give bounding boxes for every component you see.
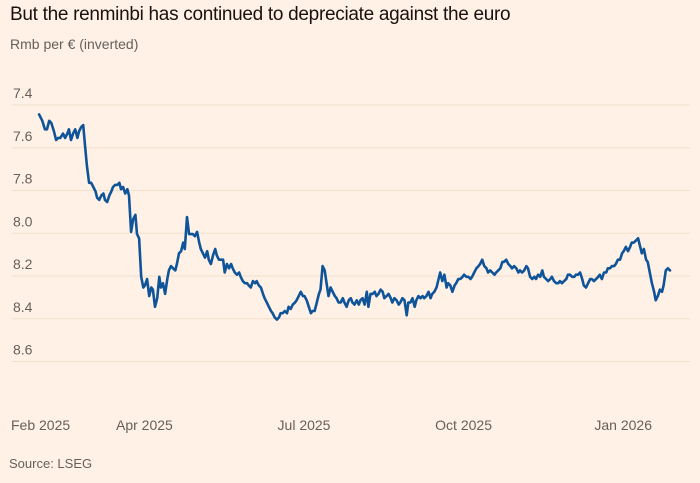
y-tick-label: 7.8 xyxy=(13,171,33,187)
y-tick-label: 7.6 xyxy=(13,128,33,144)
x-tick-label: Jul 2025 xyxy=(278,417,331,433)
series-line-rmb-per-euro xyxy=(37,113,672,321)
x-tick-label: Feb 2025 xyxy=(11,417,70,433)
y-axis-ticks: 7.4 7.6 7.8 8.0 8.2 8.4 8.6 xyxy=(13,85,33,358)
source-note: Source: LSEG xyxy=(9,456,93,471)
chart-subtitle: Rmb per € (inverted) xyxy=(10,36,139,52)
x-tick-label: Oct 2025 xyxy=(435,417,492,433)
x-tick-label: Apr 2025 xyxy=(116,417,173,433)
y-tick-label: 8.6 xyxy=(13,342,33,358)
x-axis-ticks: Feb 2025 Apr 2025 Jul 2025 Oct 2025 Jan 2026 xyxy=(11,417,652,433)
y-tick-label: 8.2 xyxy=(13,256,33,272)
chart-title: But the renminbi has continued to deprec… xyxy=(10,4,511,25)
y-tick-label: 7.4 xyxy=(13,85,33,101)
x-tick-label: Jan 2026 xyxy=(594,417,652,433)
series-group xyxy=(37,113,672,321)
gridlines xyxy=(12,104,690,362)
y-tick-label: 8.4 xyxy=(13,299,33,315)
y-tick-label: 8.0 xyxy=(13,213,33,229)
